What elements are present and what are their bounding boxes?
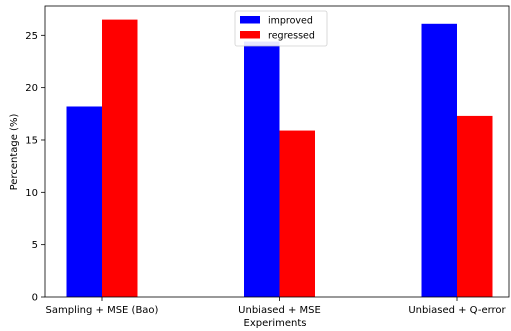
- y-tick-label: 25: [25, 31, 38, 42]
- legend-swatch-regressed: [240, 31, 260, 39]
- bar-improved-1: [66, 106, 102, 298]
- x-tick-label: Unbiased + Q-error: [408, 305, 506, 316]
- legend: improved regressed: [234, 10, 328, 47]
- bar-regressed-3: [457, 115, 493, 297]
- x-axis-label: Experiments: [244, 318, 307, 329]
- bar-improved-3: [421, 23, 457, 297]
- y-tick-label: 5: [32, 240, 38, 251]
- legend-label-improved: improved: [268, 16, 313, 27]
- bar-regressed-2: [279, 130, 315, 297]
- plot-frame: [44, 5, 510, 298]
- legend-swatch-improved: [240, 16, 260, 24]
- bar-regressed-1: [102, 19, 138, 298]
- bars-layer: [66, 19, 493, 298]
- y-axis-label: Percentage (%): [9, 114, 20, 191]
- legend-label-regressed: regressed: [268, 31, 315, 42]
- axes-layer: Sampling + MSE (Bao) Unbiased + MSE Unbias…: [25, 5, 510, 316]
- x-tick-label: Unbiased + MSE: [238, 305, 321, 316]
- bar-improved-2: [244, 41, 280, 298]
- y-tick-label: 10: [25, 188, 38, 199]
- y-tick-label: 20: [25, 83, 38, 94]
- y-tick-label: 15: [25, 135, 38, 146]
- x-tick-label: Sampling + MSE (Bao): [46, 305, 159, 316]
- y-tick-label: 0: [32, 293, 38, 304]
